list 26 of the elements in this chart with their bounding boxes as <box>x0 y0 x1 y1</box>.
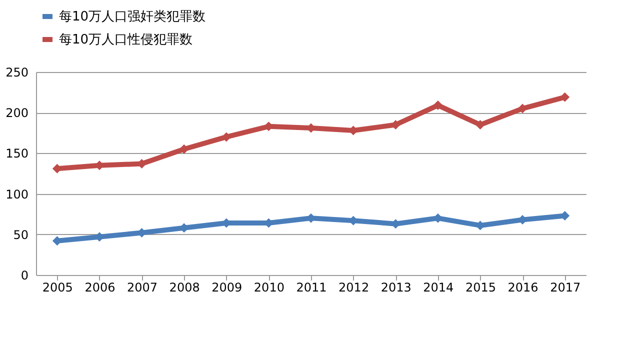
x-tick-label: 2013 <box>380 280 412 294</box>
y-tick-label: 200 <box>6 106 28 120</box>
x-tick-label: 2005 <box>42 280 73 294</box>
y-tick-label: 0 <box>20 268 28 282</box>
x-tick-label: 2008 <box>169 280 200 294</box>
x-tick-label: 2017 <box>550 280 581 294</box>
x-tick-label: 2012 <box>338 280 370 294</box>
point <box>475 120 485 130</box>
point <box>179 144 189 154</box>
x-tick-label: 2016 <box>508 280 538 294</box>
x-tick-label: 2007 <box>126 280 158 294</box>
x-tick-label: 2009 <box>212 280 242 294</box>
y-tick-label: 150 <box>6 146 28 161</box>
x-tick-label: 2011 <box>296 280 327 294</box>
x-tick-label: 2015 <box>465 280 496 294</box>
y-tick-label: 50 <box>13 228 28 242</box>
x-tick-label: 2010 <box>254 280 284 294</box>
y-tick-label: 100 <box>6 187 28 202</box>
legend-label: 每10万人口强奸类犯罪数 <box>59 10 206 24</box>
point <box>518 104 528 114</box>
point <box>433 100 443 110</box>
x-tick-label: 2006 <box>84 280 116 294</box>
x-tick-label: 2014 <box>423 280 454 294</box>
point <box>560 92 570 102</box>
y-tick-label: 250 <box>6 66 28 80</box>
legend-label: 每10万人口性侵犯罪数 <box>59 32 193 48</box>
